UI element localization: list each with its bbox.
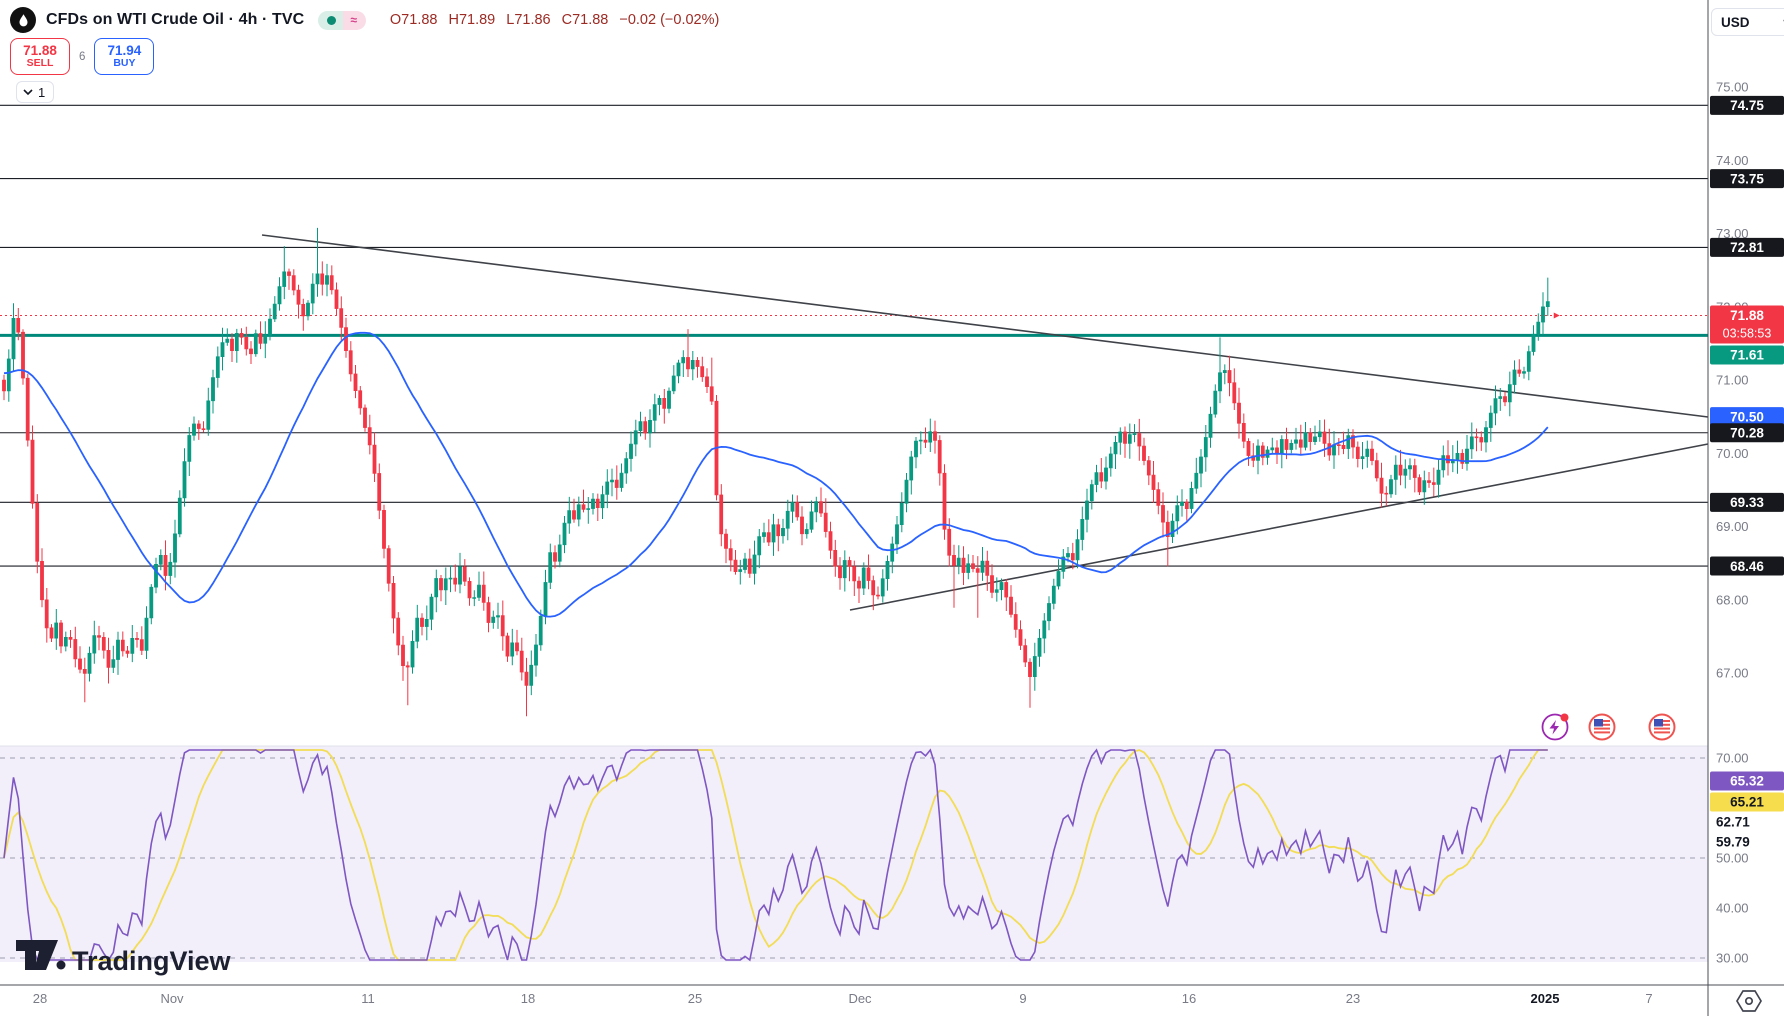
trendline-price-badge: 70.50	[1730, 409, 1764, 424]
buy-price: 71.94	[107, 42, 142, 58]
level-price-badge: 73.75	[1730, 171, 1764, 186]
rsi-value-badge: 65.32	[1730, 774, 1764, 789]
ohlc-change: −0.02 (−0.02%)	[619, 12, 720, 28]
level-price-badge: 74.75	[1730, 98, 1764, 113]
chevron-down-icon	[23, 88, 33, 95]
moving-average-line	[3, 331, 1549, 618]
sell-label: SELL	[26, 57, 54, 70]
level-price-badge: 70.28	[1730, 425, 1764, 440]
gear-settings-icon[interactable]	[1736, 990, 1762, 1012]
watermark-text: TradingView	[72, 946, 232, 976]
rsi-tick-label: 50.00	[1716, 851, 1749, 866]
collapse-count: 1	[38, 84, 46, 100]
rsi-aux-value: 59.79	[1716, 835, 1750, 850]
price-tick-label: 71.00	[1716, 373, 1749, 388]
rsi-tick-label: 40.00	[1716, 901, 1749, 916]
symbol-title[interactable]: CFDs on WTI Crude Oil · 4h · TVC	[46, 11, 305, 28]
chevron-down-icon: ▾	[1783, 17, 1784, 28]
ohlc-high: H71.89	[448, 12, 496, 28]
flag-stripe	[1594, 731, 1610, 734]
time-tick-label: Dec	[848, 991, 872, 1006]
flag-stripe	[1594, 727, 1610, 730]
chart-header: CFDs on WTI Crude Oil · 4h · TVC ≈ O71.8…	[10, 7, 719, 33]
ohlc-open: O71.88	[389, 12, 438, 28]
price-tick-label: 75.00	[1716, 80, 1749, 95]
time-tick-label: 9	[1019, 991, 1026, 1006]
last-price-badge	[1710, 305, 1784, 344]
level-price-badge: 72.81	[1730, 240, 1764, 255]
bar-countdown: 03:58:53	[1723, 327, 1772, 341]
price-tick-label: 67.00	[1716, 666, 1749, 681]
rsi-signal-badge: 65.21	[1730, 795, 1764, 810]
lightning-bolt-icon	[1549, 720, 1559, 735]
up-candle-bodies	[6, 271, 1550, 686]
currency-selector[interactable]: USD ▾	[1711, 8, 1784, 36]
time-tick-label: 2025	[1531, 991, 1560, 1006]
time-tick-label: 7	[1645, 991, 1652, 1006]
descending-resistance[interactable]	[261, 234, 1709, 418]
teal-line-price-badge	[1710, 345, 1784, 365]
level-price-badge	[1710, 169, 1784, 189]
rsi-tick-label: 70.00	[1716, 751, 1749, 766]
ohlc-readout: O71.88 H71.89 L71.86 C71.88 −0.02 (−0.02…	[390, 12, 719, 28]
buy-button[interactable]: 71.94 BUY	[94, 38, 155, 75]
rsi-panel-background	[0, 746, 1708, 962]
rsi-tick-label: 30.00	[1716, 951, 1749, 966]
teal-line-price-badge: 71.61	[1730, 348, 1764, 363]
level-price-badge: 68.46	[1730, 559, 1764, 574]
level-price-badge	[1710, 556, 1784, 576]
rsi-line	[3, 748, 1548, 962]
order-panel: 71.88 SELL 6 71.94 BUY	[10, 38, 155, 75]
tradingview-watermark[interactable]: TradingView	[16, 940, 232, 976]
price-tick-label: 69.00	[1716, 519, 1749, 534]
sell-button[interactable]: 71.88 SELL	[10, 38, 70, 75]
price-tick-label: 73.00	[1716, 226, 1749, 241]
cfd-approx-icon: ≈	[343, 10, 366, 30]
time-tick-label: 11	[361, 991, 375, 1006]
time-tick-label: 18	[521, 991, 535, 1006]
symbol-logo-icon[interactable]	[10, 7, 36, 33]
spread-value: 6	[79, 50, 86, 63]
down-candle-bodies	[2, 271, 1522, 686]
flag-canton	[1594, 719, 1603, 727]
buy-label: BUY	[113, 57, 136, 70]
notification-dot	[1560, 713, 1569, 722]
level-price-badge	[1710, 492, 1784, 512]
level-price-badge	[1710, 237, 1784, 257]
time-tick-label: 23	[1346, 991, 1360, 1006]
market-status-pill[interactable]: ≈	[318, 10, 366, 30]
realtime-dot-icon	[318, 10, 344, 30]
rsi-signal-badge	[1710, 792, 1784, 812]
time-tick-label: Nov	[160, 991, 184, 1006]
rsi-signal-line	[3, 749, 1548, 961]
price-tick-label: 70.00	[1716, 446, 1749, 461]
price-tick-label: 74.00	[1716, 153, 1749, 168]
flag-stripe	[1654, 727, 1670, 730]
flag-canton	[1654, 719, 1663, 727]
us-flag-event-icon[interactable]	[1648, 713, 1676, 741]
time-tick-label: 28	[33, 991, 47, 1006]
last-price-arrow	[1553, 312, 1560, 319]
ohlc-low: L71.86	[506, 12, 551, 28]
rsi-aux-value: 62.71	[1716, 815, 1750, 830]
flag-stripe	[1654, 731, 1670, 734]
level-price-badge: 69.33	[1730, 495, 1764, 510]
time-tick-label: 25	[688, 991, 702, 1006]
level-price-badge	[1710, 423, 1784, 443]
gear-center	[1744, 996, 1754, 1006]
time-tick-label: 16	[1182, 991, 1196, 1006]
us-flag-event-icon[interactable]	[1588, 713, 1616, 741]
rsi-value-badge	[1710, 771, 1784, 791]
collapse-drawings-chip[interactable]: 1	[16, 81, 55, 103]
trendline-price-badge	[1710, 407, 1784, 427]
ohlc-close: C71.88	[561, 12, 609, 28]
level-price-badge	[1710, 95, 1784, 115]
last-price-value: 71.88	[1730, 308, 1764, 323]
sell-price: 71.88	[23, 42, 57, 58]
currency-value: USD	[1721, 14, 1750, 30]
price-tick-label: 68.00	[1716, 592, 1749, 607]
